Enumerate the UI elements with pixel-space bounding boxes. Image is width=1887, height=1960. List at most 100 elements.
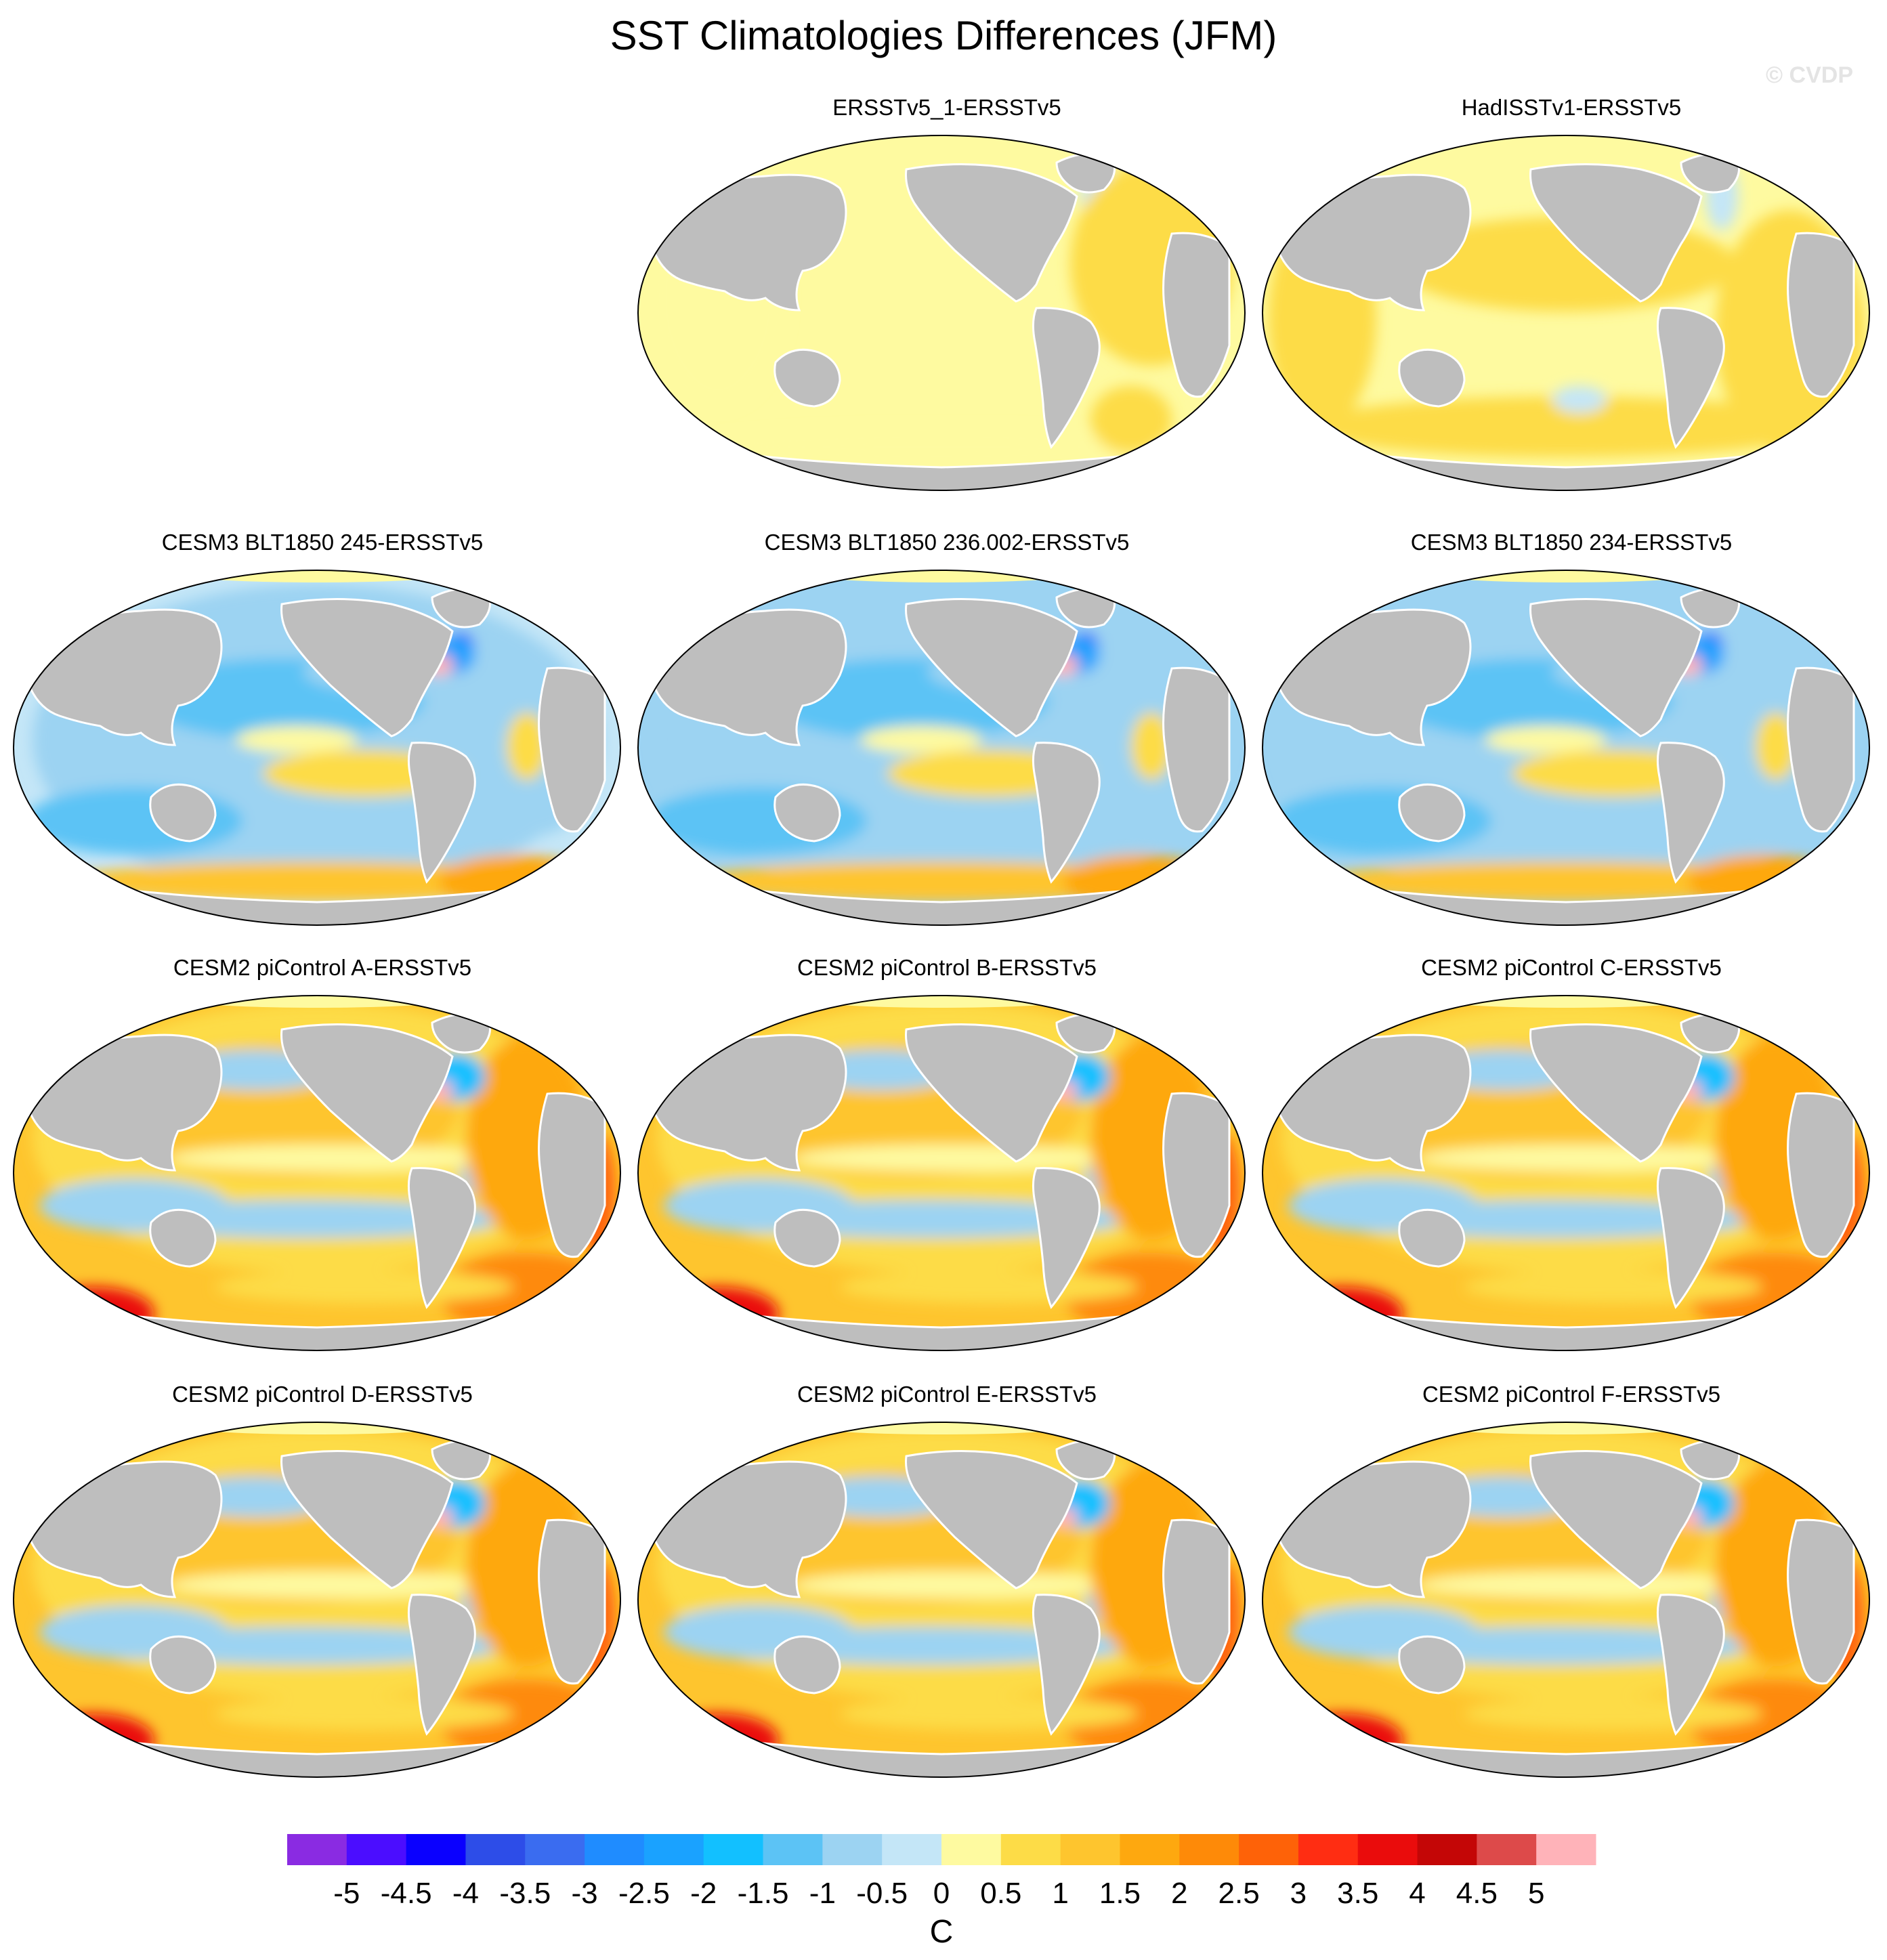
panel-title: CESM3 BLT1850 234-ERSSTv5 (1410, 530, 1733, 555)
globe-outline (13, 570, 621, 926)
continent-south-america (1032, 742, 1101, 884)
continent-south-america (1032, 1167, 1101, 1309)
continent-north-america (1529, 598, 1703, 738)
sst-difference-map (637, 135, 1246, 491)
continent-north-america (280, 1450, 454, 1590)
continent-north-america (1529, 1450, 1703, 1590)
colorbar-tick-label: 3 (1290, 1877, 1307, 1910)
sst-difference-map (1262, 135, 1870, 491)
sst-difference-map (637, 1422, 1246, 1778)
colorbar-tick-label: 0 (933, 1877, 950, 1910)
anomaly-region (1131, 712, 1172, 780)
arctic-region (1397, 570, 1735, 582)
globe-outline (13, 995, 621, 1351)
sst-difference-map (1262, 570, 1870, 926)
continent-eurasia (1277, 173, 1472, 312)
sst-difference-map (637, 995, 1246, 1351)
continent-australia (773, 348, 841, 408)
continent-north-america (280, 598, 454, 738)
anomaly-region (215, 1697, 513, 1730)
anomaly-region (840, 1270, 1138, 1304)
anomaly-region (840, 1697, 1138, 1730)
colorbar-swatch (822, 1834, 883, 1865)
colorbar-swatch (1239, 1834, 1299, 1865)
colorbar-swatch (643, 1834, 704, 1865)
continent-australia (1398, 1635, 1466, 1695)
colorbar-swatch (1000, 1834, 1061, 1865)
continent-north-america (280, 1023, 454, 1163)
colorbar-tick-label: 2.5 (1218, 1877, 1260, 1910)
continent-south-america (1656, 307, 1725, 449)
colorbar-tick-label: -0.5 (856, 1877, 908, 1910)
globe-outline (1262, 1422, 1870, 1778)
anomaly-region (168, 1145, 493, 1172)
colorbar-swatch (1477, 1834, 1537, 1865)
continent-north-america (905, 1450, 1078, 1590)
colorbar-tick-label: 4.5 (1456, 1877, 1498, 1910)
anomaly-region (1464, 1270, 1762, 1304)
arctic-region (1397, 1422, 1735, 1434)
colorbar-tick-label: -5 (333, 1877, 360, 1910)
continent-south-america (1656, 1594, 1725, 1736)
anomaly-region (1464, 1697, 1762, 1730)
anomaly-region (168, 1571, 493, 1598)
continent-australia (149, 783, 217, 843)
colorbar-tick-label: -2.5 (618, 1877, 670, 1910)
continent-australia (1398, 348, 1466, 408)
anomaly-region (215, 1270, 513, 1304)
colorbar-swatch (1357, 1834, 1418, 1865)
globe-outline (637, 995, 1246, 1351)
sst-difference-map (13, 1422, 621, 1778)
colorbar-tick-label: 1.5 (1099, 1877, 1141, 1910)
continent-australia (773, 1635, 841, 1695)
arctic-region (1397, 135, 1735, 148)
continent-australia (1398, 783, 1466, 843)
globe-outline (637, 135, 1246, 491)
colorbar-swatch (525, 1834, 585, 1865)
continent-eurasia (652, 173, 847, 312)
anomaly-region (1417, 1571, 1742, 1598)
arctic-region (772, 135, 1111, 148)
colorbar-swatch (1179, 1834, 1239, 1865)
sst-difference-map (1262, 995, 1870, 1351)
map-panel: HadISSTv1-ERSSTv5 (1261, 95, 1882, 501)
arctic-region (772, 1422, 1111, 1434)
continent-eurasia (1277, 1460, 1472, 1598)
colorbar-tick-label: 3.5 (1337, 1877, 1378, 1910)
colorbar-tick-label: -2 (690, 1877, 717, 1910)
continent-eurasia (1277, 1034, 1472, 1172)
colorbar-tick-label: -3.5 (499, 1877, 551, 1910)
globe-outline (1262, 995, 1870, 1351)
globe-outline (1262, 570, 1870, 926)
panel-title: HadISSTv1-ERSSTv5 (1461, 95, 1682, 120)
colorbar-tick-label: 2 (1171, 1877, 1187, 1910)
colorbar-swatch (406, 1834, 466, 1865)
colorbar-swatch (882, 1834, 942, 1865)
anomaly-region (792, 1571, 1118, 1598)
colorbar-swatch (1298, 1834, 1359, 1865)
colorbar-swatch (1120, 1834, 1180, 1865)
sst-difference-map (13, 570, 621, 926)
globe-outline (13, 1422, 621, 1778)
panel-title: CESM3 BLT1850 236.002-ERSSTv5 (764, 530, 1130, 555)
continent-eurasia (652, 1460, 847, 1598)
map-panel: CESM2 piControl C-ERSSTv5 (1261, 955, 1882, 1361)
colorbar-swatch (465, 1834, 526, 1865)
anomaly-region (236, 726, 358, 753)
watermark: © CVDP (1766, 62, 1853, 88)
anomaly-region (698, 430, 1185, 464)
panel-title: ERSSTv5_1-ERSSTv5 (832, 95, 1061, 120)
anomaly-region (1417, 1145, 1742, 1172)
continent-north-america (1529, 1023, 1703, 1163)
panel-title: CESM3 BLT1850 245-ERSSTv5 (161, 530, 484, 555)
sst-difference-map (13, 995, 621, 1351)
colorbar-tick-label: 5 (1528, 1877, 1544, 1910)
colorbar-swatch (346, 1834, 407, 1865)
anomaly-region (792, 1145, 1118, 1172)
panel-title: CESM2 piControl B-ERSSTv5 (797, 955, 1097, 980)
anomaly-region (507, 712, 547, 780)
continent-south-america (1656, 742, 1725, 884)
sst-difference-map (1262, 1422, 1870, 1778)
colorbar-svg: -5 -4.5 -4 -3.5 -3 -2.5 -2 -1.5 -1 -0.5 0 0.5 1 1.5 2 2… (287, 1834, 1596, 1950)
continent-eurasia (28, 1034, 223, 1172)
